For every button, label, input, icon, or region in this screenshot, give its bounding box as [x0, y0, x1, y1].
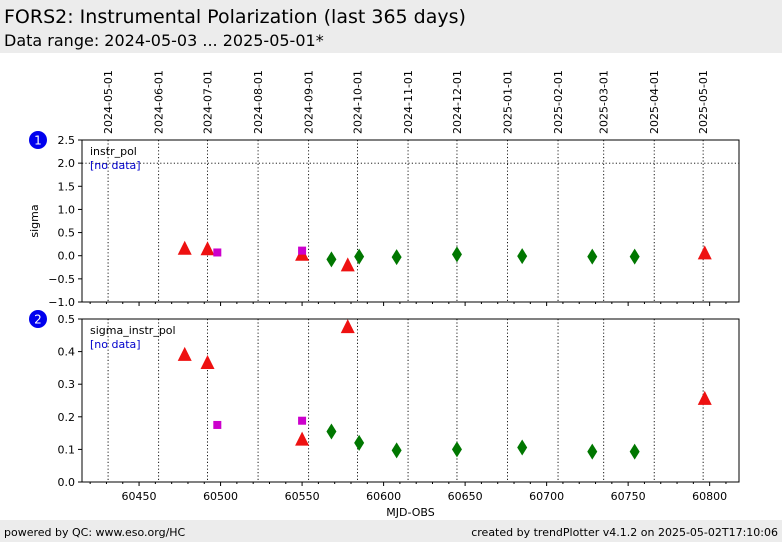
x-axis-label: MJD-OBS: [386, 506, 434, 519]
x-tick-label: 60600: [366, 490, 401, 503]
date-label: 2025-01-01: [502, 70, 515, 134]
plot-frame: [81, 318, 740, 483]
date-label: 2024-11-01: [402, 70, 415, 134]
panel-name: sigma_instr_pol: [90, 324, 176, 337]
data-point-diamond: [391, 442, 402, 459]
data-point-triangle: [697, 390, 712, 405]
date-label: 2024-10-01: [352, 70, 365, 134]
data-point-diamond: [451, 246, 462, 263]
panel-badge: [29, 310, 47, 328]
data-point-triangle: [295, 431, 310, 446]
header-bar: [0, 0, 782, 53]
y-tick-label: 0.1: [58, 443, 76, 456]
data-point-diamond: [354, 248, 365, 265]
footer-credit: powered by QC: www.eso.org/HC: [4, 526, 186, 539]
data-point-diamond: [587, 248, 598, 265]
data-point-diamond: [326, 251, 337, 268]
data-point-diamond: [629, 443, 640, 460]
data-point-triangle: [200, 241, 215, 256]
y-tick-label: 1.0: [58, 203, 76, 216]
y-tick-label: −1.0: [48, 296, 75, 309]
x-tick-label: 60800: [692, 490, 727, 503]
date-label: 2024-12-01: [451, 70, 464, 134]
panel-name: instr_pol: [90, 145, 137, 158]
panel-badge-number: 1: [34, 134, 42, 148]
data-point-square: [213, 248, 222, 257]
x-tick-label: 60550: [285, 490, 320, 503]
x-tick-label: 60700: [529, 490, 564, 503]
data-point-triangle: [340, 257, 355, 272]
y-tick-label: 0.5: [58, 227, 76, 240]
y-tick-label: 1.5: [58, 180, 76, 193]
y-tick-label: 2.5: [58, 134, 76, 147]
data-point-diamond: [587, 443, 598, 460]
y-tick-label: 0.2: [58, 411, 76, 424]
date-label: 2024-09-01: [303, 70, 316, 134]
data-point-diamond: [517, 439, 528, 456]
data-point-diamond: [391, 249, 402, 266]
date-label: 2025-03-01: [598, 70, 611, 134]
date-label: 2025-05-01: [697, 70, 710, 134]
y-tick-label: 0.5: [58, 313, 76, 326]
date-label: 2024-07-01: [202, 70, 215, 134]
data-point-diamond: [354, 434, 365, 451]
data-point-triangle: [697, 245, 712, 260]
data-point-square: [298, 246, 307, 255]
data-point-triangle: [200, 355, 215, 370]
y-tick-label: 0.4: [58, 346, 76, 359]
no-data-label: [no data]: [90, 338, 141, 351]
x-tick-label: 60500: [203, 490, 238, 503]
panel-badge-number: 2: [34, 313, 42, 327]
data-point-triangle: [177, 346, 192, 361]
data-range-subtitle: Data range: 2024-05-03 ... 2025-05-01*: [4, 31, 324, 50]
page-title: FORS2: Instrumental Polarization (last 3…: [4, 6, 466, 28]
data-point-diamond: [517, 248, 528, 265]
date-label: 2024-05-01: [102, 70, 115, 134]
data-point-triangle: [340, 319, 355, 334]
x-tick-label: 60450: [122, 490, 157, 503]
data-point-square: [213, 420, 222, 429]
data-point-diamond: [451, 441, 462, 458]
plot-frame: [81, 139, 740, 303]
data-point-diamond: [629, 248, 640, 265]
data-point-triangle: [177, 240, 192, 255]
y-tick-label: 0.0: [58, 250, 76, 263]
y-tick-label: 0.3: [58, 378, 76, 391]
data-point-diamond: [326, 423, 337, 440]
x-tick-label: 60750: [611, 490, 646, 503]
panel-badge: [29, 131, 47, 149]
y-tick-label: 2.0: [58, 157, 76, 170]
no-data-label: [no data]: [90, 159, 141, 172]
y-tick-label: −0.5: [48, 273, 75, 286]
y-tick-label: 0.0: [58, 476, 76, 489]
date-label: 2024-08-01: [252, 70, 265, 134]
data-point-square: [298, 416, 307, 425]
y-axis-label: sigma: [28, 204, 41, 237]
date-label: 2025-02-01: [552, 70, 565, 134]
x-tick-label: 60650: [448, 490, 483, 503]
date-label: 2025-04-01: [648, 70, 661, 134]
footer-created: created by trendPlotter v4.1.2 on 2025-0…: [471, 526, 778, 539]
footer-bar: [0, 520, 782, 542]
date-label: 2024-06-01: [153, 70, 166, 134]
